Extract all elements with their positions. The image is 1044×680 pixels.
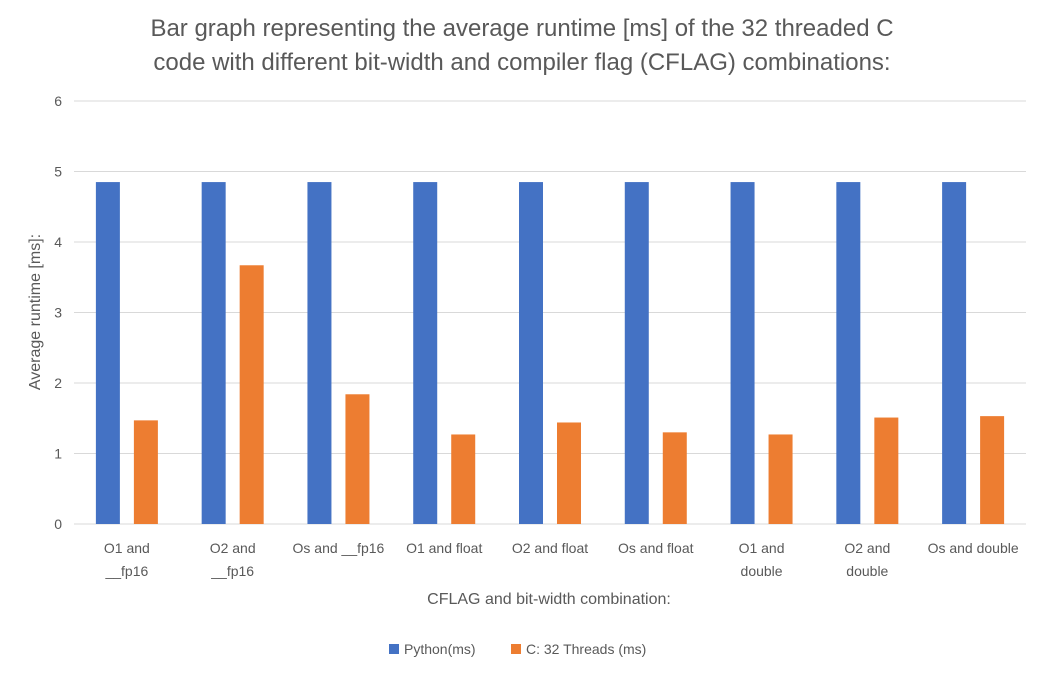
- x-tick-label: Os and double: [928, 540, 1019, 556]
- legend-swatch: [389, 644, 399, 654]
- x-tick-label: O1 and float: [406, 540, 482, 556]
- bar-python: [836, 182, 861, 524]
- y-tick-label: 4: [54, 234, 62, 250]
- y-tick-label: 6: [54, 93, 62, 109]
- x-tick-label: double: [741, 563, 783, 579]
- x-tick-label: Os and __fp16: [293, 540, 385, 556]
- x-tick-label: Os and float: [618, 540, 694, 556]
- bar-python: [95, 182, 120, 524]
- bar-c-32-threads: [239, 265, 264, 524]
- y-axis-title: Average runtime [ms]:: [27, 234, 44, 390]
- legend-label: Python(ms): [404, 641, 476, 657]
- x-tick-label: __fp16: [104, 563, 148, 579]
- bar-c-32-threads: [980, 416, 1005, 524]
- chart-title-line-2: code with different bit-width and compil…: [153, 49, 890, 76]
- bar-python: [201, 182, 226, 524]
- bar-python: [307, 182, 332, 524]
- y-axis-ticks: 0 1 2 3 4 5 6: [54, 93, 62, 532]
- bar-python: [730, 182, 755, 524]
- bar-c-32-threads: [662, 432, 687, 524]
- bar-c-32-threads: [768, 434, 793, 524]
- x-tick-label: O2 and: [210, 540, 256, 556]
- legend-label: C: 32 Threads (ms): [526, 641, 646, 657]
- bar-c-32-threads: [345, 394, 370, 524]
- y-tick-label: 3: [54, 305, 62, 321]
- y-tick-label: 1: [54, 446, 62, 462]
- x-tick-label: __fp16: [210, 563, 254, 579]
- x-tick-label: double: [846, 563, 888, 579]
- x-axis-ticks: O1 and __fp16 O2 and __fp16 Os and __fp16 O1 …: [104, 540, 1019, 579]
- bar-c-32-threads: [557, 422, 581, 524]
- bar-c-32-threads: [874, 417, 899, 524]
- y-tick-label: 2: [54, 375, 62, 391]
- x-axis-title: CFLAG and bit-width combination:: [427, 591, 671, 608]
- bar-c-32-threads: [451, 434, 476, 524]
- x-tick-label: O2 and float: [512, 540, 588, 556]
- legend-swatch: [511, 644, 521, 654]
- bar-c-32-threads: [133, 420, 158, 524]
- bar-python: [519, 182, 543, 524]
- bar-python: [624, 182, 649, 524]
- chart-title-line-1: Bar graph representing the average runti…: [150, 15, 893, 42]
- x-tick-label: O1 and: [104, 540, 150, 556]
- bar-python: [413, 182, 438, 524]
- gridlines: [74, 100, 1026, 525]
- x-tick-label: O2 and: [844, 540, 890, 556]
- bars: [95, 182, 1005, 524]
- bar-python: [942, 182, 967, 524]
- y-tick-label: 0: [54, 516, 62, 532]
- y-tick-label: 5: [54, 164, 62, 180]
- x-tick-label: O1 and: [739, 540, 785, 556]
- legend: Python(ms) C: 32 Threads (ms): [389, 641, 646, 657]
